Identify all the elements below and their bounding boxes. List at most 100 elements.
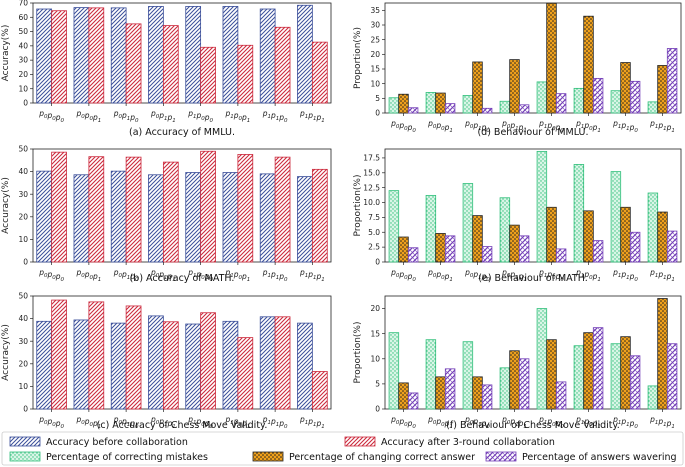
x-tick-label-p1p0p1: p1p0p1 (575, 119, 601, 134)
y-tick-label: 15 (370, 65, 380, 74)
bar-accuracy-before-collaboration-p1p1p1 (297, 4, 313, 104)
x-tick-label-p1p0p0: p1p0p0 (538, 268, 564, 283)
y-tick-label: 35 (370, 6, 380, 15)
bar-percentage-of-answers-wavering-p0p0p0 (407, 247, 419, 263)
bar-percentage-of-changing-correct-answer-p0p1p0 (472, 215, 483, 263)
y-tick-label: 30 (18, 337, 28, 346)
bar-percentage-of-answers-wavering-p1p1p0 (629, 80, 641, 114)
bar-percentage-of-answers-wavering-p1p1p0 (629, 231, 641, 263)
bar-accuracy-after-3-round-collaboration-p0p1p1 (162, 25, 179, 104)
y-tick-label: 0 (375, 109, 380, 118)
bar-percentage-of-answers-wavering-p0p1p1 (518, 358, 530, 410)
y-tick-label: 50 (18, 27, 28, 36)
bar-percentage-of-correcting-mistakes-p0p0p1 (425, 339, 437, 410)
legend-item-before: Accuracy before collaboration (9, 436, 188, 448)
chart-caption: (c) Accuracy of Chess Move Validity. (97, 420, 268, 431)
bar-accuracy-after-3-round-collaboration-p0p0p0 (51, 299, 67, 410)
chart-caption: (e) Behaviour of MATH. (478, 273, 587, 284)
bar-percentage-of-answers-wavering-p1p1p1 (666, 48, 678, 114)
plot-frame (384, 295, 682, 410)
bar-accuracy-before-collaboration-p0p1p0 (110, 7, 127, 104)
chart-caption: (d) Behaviour of MMLU. (477, 127, 588, 138)
legend-swatch-after (344, 436, 376, 447)
bar-accuracy-after-3-round-collaboration-p0p0p1 (88, 301, 105, 410)
legend: Accuracy before collaboration Accuracy a… (1, 431, 684, 466)
x-tick-label-p0p1p1: p0p1p1 (150, 109, 176, 124)
y-tick-label: 40 (18, 41, 28, 50)
bar-percentage-of-correcting-mistakes-p0p0p0 (388, 332, 400, 410)
y-tick-label: 10 (18, 382, 28, 391)
bar-percentage-of-correcting-mistakes-p1p0p0 (536, 308, 548, 410)
x-tick-label-p0p0p1: p0p0p1 (75, 109, 101, 124)
y-tick-label: 30 (370, 21, 380, 30)
chart-f: 0 5 10 15 20 Proportion(%) p0p0p0 p0p0p1 p0p1p0 p… (353, 295, 682, 431)
x-tick-label-p1p1p0: p1p1p0 (262, 415, 288, 430)
bar-percentage-of-changing-correct-answer-p0p1p1 (509, 350, 520, 410)
y-tick-label: 10 (18, 84, 28, 93)
bar-percentage-of-changing-correct-answer-p0p1p1 (509, 224, 520, 263)
bar-accuracy-after-3-round-collaboration-p1p0p0 (200, 46, 216, 104)
bar-percentage-of-changing-correct-answer-p0p0p0 (398, 93, 409, 114)
bar-percentage-of-changing-correct-answer-p0p0p1 (435, 92, 446, 114)
bar-percentage-of-answers-wavering-p1p1p0 (629, 355, 641, 410)
x-tick-label-p0p0p1: p0p0p1 (427, 415, 453, 430)
y-tick-label: 20 (18, 70, 28, 79)
chart-e: 0 2.5 5.0 7.5 10.0 12.5 15.0 17.5 Proportion(%) p… (353, 148, 682, 284)
bar-percentage-of-changing-correct-answer-p0p1p1 (509, 59, 520, 114)
bar-accuracy-after-3-round-collaboration-p1p0p1 (237, 154, 254, 263)
bar-percentage-of-changing-correct-answer-p1p0p0 (546, 339, 557, 410)
bar-percentage-of-answers-wavering-p1p0p0 (555, 93, 567, 114)
bar-percentage-of-correcting-mistakes-p0p0p0 (388, 97, 400, 114)
plot-frame (32, 295, 332, 410)
bar-percentage-of-correcting-mistakes-p1p0p1 (573, 345, 585, 410)
x-tick-label-p0p0p0: p0p0p0 (38, 268, 64, 283)
y-tick-label: 2.5 (368, 243, 380, 252)
bar-percentage-of-answers-wavering-p0p1p0 (481, 107, 493, 114)
bar-accuracy-before-collaboration-p0p1p1 (148, 6, 164, 104)
bar-percentage-of-answers-wavering-p1p1p1 (666, 230, 678, 263)
bar-accuracy-before-collaboration-p1p1p1 (297, 322, 313, 410)
x-tick-label-p0p0p1: p0p0p1 (427, 268, 453, 283)
bar-accuracy-after-3-round-collaboration-p1p0p0 (200, 312, 216, 410)
x-tick-label-p1p1p0: p1p1p0 (612, 415, 638, 430)
bar-accuracy-before-collaboration-p0p0p1 (73, 319, 90, 410)
bar-accuracy-before-collaboration-p0p1p1 (148, 315, 164, 410)
bar-accuracy-after-3-round-collaboration-p0p0p0 (51, 151, 67, 263)
legend-label-wavering: Percentage of answers wavering (522, 452, 677, 463)
bar-accuracy-before-collaboration-p1p0p0 (185, 6, 202, 104)
chart-c: 0 10 20 30 40 50 Accuracy(%) p0p0p0 p0p0p1 p0p1p0… (1, 292, 332, 431)
bar-percentage-of-correcting-mistakes-p0p1p1 (499, 367, 511, 410)
bar-accuracy-before-collaboration-p1p1p0 (259, 316, 276, 410)
y-tick-label: 25 (370, 35, 380, 44)
bar-percentage-of-changing-correct-answer-p0p0p0 (398, 382, 409, 410)
x-tick-label-p0p0p0: p0p0p0 (390, 268, 416, 283)
y-tick-label: 30 (18, 190, 28, 199)
y-tick-label: 17.5 (363, 154, 380, 163)
y-tick-label: 40 (18, 314, 28, 323)
chart-caption: (b) Accuracy of MATH. (130, 273, 235, 284)
y-axis-label: Accuracy(%) (1, 25, 11, 82)
y-tick-label: 20 (18, 359, 28, 368)
bar-accuracy-before-collaboration-p1p1p1 (297, 176, 313, 263)
bar-percentage-of-correcting-mistakes-p1p1p1 (647, 385, 659, 410)
x-tick-label-p1p1p1: p1p1p1 (649, 268, 675, 283)
bar-percentage-of-changing-correct-answer-p1p0p0 (546, 206, 557, 263)
x-tick-label-p1p1p1: p1p1p1 (299, 109, 325, 124)
bar-percentage-of-answers-wavering-p0p1p0 (481, 384, 493, 410)
bar-accuracy-after-3-round-collaboration-p0p1p0 (125, 305, 142, 410)
x-tick-label-p1p0p1: p1p0p1 (575, 415, 601, 430)
y-tick-label: 30 (18, 56, 28, 65)
bar-accuracy-before-collaboration-p0p1p0 (110, 170, 127, 263)
bar-accuracy-before-collaboration-p0p0p1 (73, 7, 90, 104)
bar-percentage-of-answers-wavering-p0p0p1 (444, 235, 456, 263)
bar-accuracy-after-3-round-collaboration-p1p1p0 (274, 316, 291, 410)
bar-percentage-of-correcting-mistakes-p1p0p0 (536, 81, 548, 114)
bar-percentage-of-answers-wavering-p1p1p1 (666, 343, 678, 410)
y-tick-label: 20 (18, 212, 28, 221)
bar-percentage-of-correcting-mistakes-p1p0p1 (573, 164, 585, 263)
y-axis-label: Accuracy(%) (1, 177, 11, 234)
x-tick-label-p0p0p1: p0p0p1 (427, 119, 453, 134)
bar-percentage-of-changing-correct-answer-p0p1p0 (472, 61, 483, 114)
bar-percentage-of-changing-correct-answer-p1p1p0 (620, 206, 631, 263)
bar-percentage-of-answers-wavering-p0p1p1 (518, 235, 530, 263)
